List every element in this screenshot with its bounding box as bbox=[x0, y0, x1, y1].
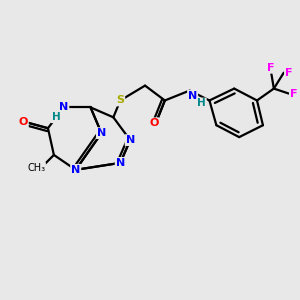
Text: H: H bbox=[52, 112, 60, 122]
Text: N: N bbox=[126, 135, 135, 145]
Text: O: O bbox=[149, 118, 159, 128]
Text: CH₃: CH₃ bbox=[27, 163, 45, 173]
Text: F: F bbox=[267, 63, 274, 73]
Text: N: N bbox=[71, 165, 80, 175]
Text: S: S bbox=[116, 95, 124, 106]
Text: F: F bbox=[290, 88, 297, 98]
Text: N: N bbox=[59, 102, 68, 112]
Text: N: N bbox=[116, 158, 125, 168]
Text: O: O bbox=[19, 117, 28, 127]
Text: N: N bbox=[188, 91, 197, 100]
Text: H: H bbox=[197, 98, 206, 108]
Text: N: N bbox=[97, 128, 106, 138]
Text: F: F bbox=[285, 68, 292, 78]
